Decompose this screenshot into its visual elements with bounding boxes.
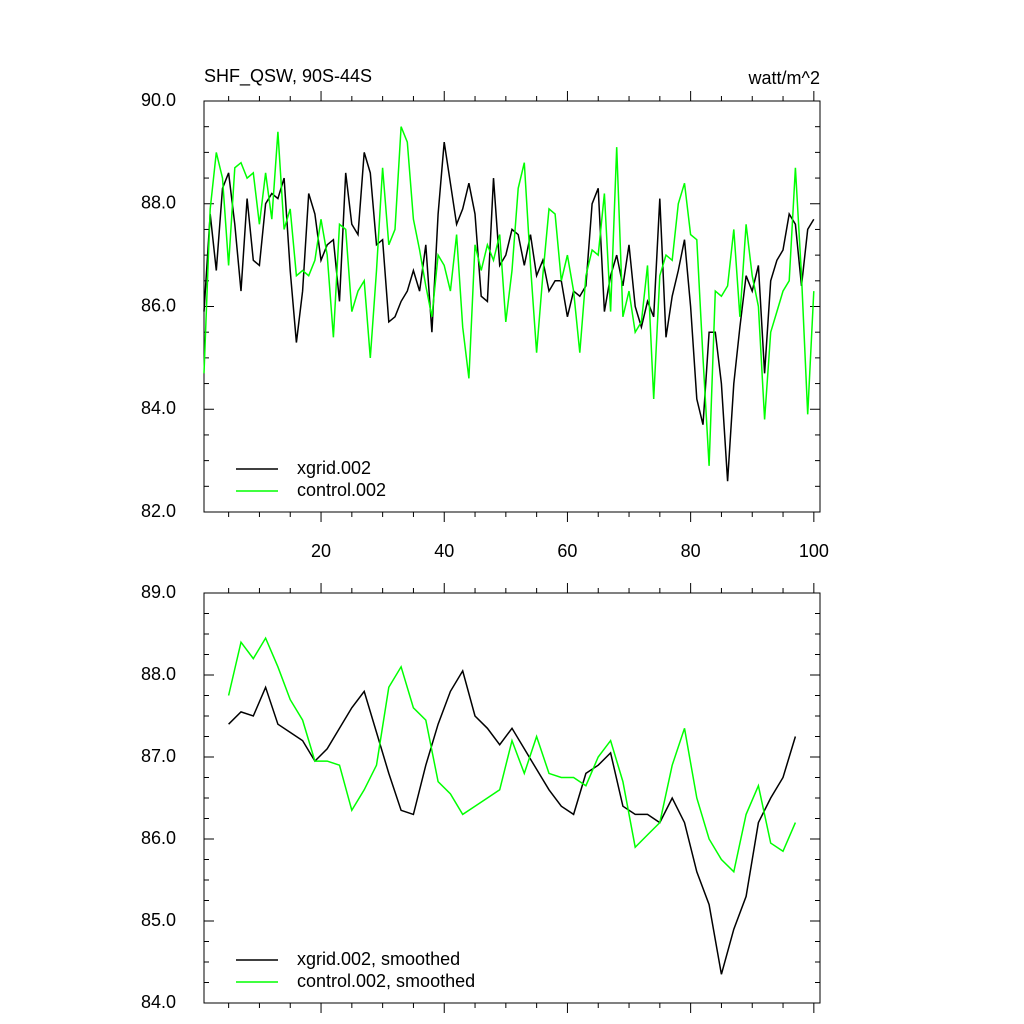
legend-label: xgrid.002, smoothed [297,949,460,969]
data-line [203,126,815,466]
y-tick-label: 82.0 [141,501,176,521]
x-tick-label: 100 [799,541,829,561]
legend-label: control.002 [297,480,386,500]
plot-frame [203,100,821,513]
x-tick-label: 80 [681,541,701,561]
y-tick-label: 86.0 [141,828,176,848]
y-tick-label: 84.0 [141,398,176,418]
y-tick-label: 87.0 [141,746,176,766]
y-tick-label: 88.0 [141,193,176,213]
y-tick-label: 86.0 [141,295,176,315]
x-tick-label: 20 [311,541,331,561]
plot-frame [203,592,821,1004]
units-label: watt/m^2 [748,68,820,88]
y-tick-label: 84.0 [141,992,176,1012]
y-tick-label: 88.0 [141,664,176,684]
y-tick-label: 85.0 [141,910,176,930]
chart-title: SHF_QSW, 90S-44S [204,66,372,87]
y-tick-label: 89.0 [141,582,176,602]
data-line [203,141,815,482]
x-tick-label: 60 [557,541,577,561]
x-tick-label: 40 [434,541,454,561]
y-tick-label: 90.0 [141,90,176,110]
data-line [228,669,797,975]
legend-label: control.002, smoothed [297,971,475,991]
data-line [227,636,797,874]
legend-label: xgrid.002 [297,458,371,478]
